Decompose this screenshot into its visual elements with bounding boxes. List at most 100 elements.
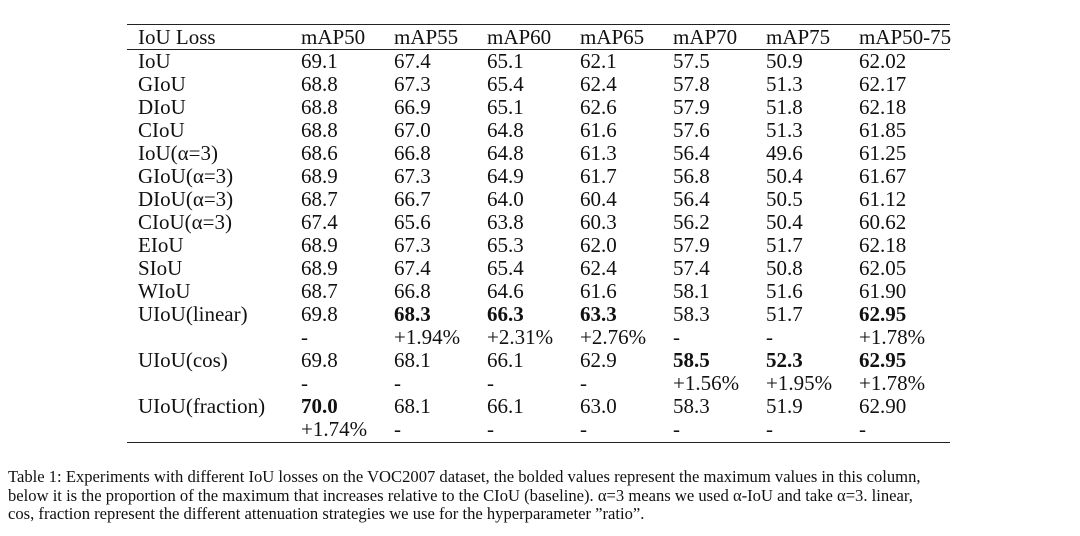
metric-cell: 62.95	[859, 302, 907, 326]
metric-cell: 62.18	[859, 95, 907, 119]
caption-line-3: cos, fraction represent the different at…	[8, 504, 645, 523]
method-cell: UIoU(linear)	[138, 302, 248, 326]
table-row: UIoU(cos) 69.8 68.1 66.1 62.9 58.5 52.3 62.95	[127, 349, 950, 372]
metric-cell: 62.05	[859, 256, 907, 280]
method-cell: GIoU(α=3)	[138, 164, 234, 188]
metric-cell: 58.3	[673, 394, 710, 418]
metric-cell: 68.6	[301, 141, 338, 165]
metric-cell: 49.6	[766, 141, 803, 165]
table-row: IoU(α=3) 68.6 66.8 64.8 61.3 56.4 49.6 61.25	[127, 142, 950, 165]
method-cell	[127, 372, 290, 395]
table-row: EIoU 68.9 67.3 65.3 62.0 57.9 51.7 62.18	[127, 234, 950, 257]
metric-cell: -	[580, 417, 587, 441]
metric-cell: -	[487, 417, 494, 441]
method-cell: EIoU	[138, 233, 184, 257]
metric-cell: 56.8	[673, 164, 710, 188]
method-cell: DIoU	[138, 95, 186, 119]
results-table-container: IoU Loss mAP50 mAP55 mAP60 mAP65 mAP70 m…	[127, 24, 952, 443]
metric-cell: 61.3	[580, 141, 617, 165]
metric-cell: 61.90	[859, 279, 907, 303]
table-row: UIoU(linear) 69.8 68.3 66.3 63.3 58.3 51.7 62.9…	[127, 303, 950, 326]
metric-cell: 68.7	[301, 187, 338, 211]
metric-cell: 68.7	[301, 279, 338, 303]
metric-cell: 68.9	[301, 256, 338, 280]
metric-cell: 61.85	[859, 118, 907, 142]
metric-cell: 62.4	[580, 256, 617, 280]
metric-cell: 68.8	[301, 72, 338, 96]
metric-cell: 67.3	[394, 164, 431, 188]
metric-cell: 57.9	[673, 95, 710, 119]
iou-loss-results-table: IoU Loss mAP50 mAP55 mAP60 mAP65 mAP70 m…	[127, 24, 952, 443]
metric-cell: 68.9	[301, 233, 338, 257]
metric-cell: +1.94%	[394, 325, 461, 349]
method-cell	[127, 326, 290, 349]
metric-cell: 64.6	[487, 279, 524, 303]
metric-cell: 65.1	[487, 49, 524, 73]
header-iou-loss: IoU Loss	[138, 25, 216, 49]
metric-cell: 66.1	[487, 348, 524, 372]
table-caption: Table 1: Experiments with different IoU …	[8, 467, 1074, 524]
metric-cell: -	[394, 417, 401, 441]
metric-cell: -	[766, 417, 773, 441]
metric-cell: 69.8	[301, 348, 338, 372]
metric-cell: 66.7	[394, 187, 431, 211]
metric-cell: 67.4	[394, 256, 431, 280]
metric-cell: 66.1	[487, 394, 524, 418]
table-row: UIoU(fraction) 70.0 68.1 66.1 63.0 58.3 51.9 62…	[127, 395, 950, 418]
metric-cell: -	[673, 325, 680, 349]
metric-cell: -	[766, 325, 773, 349]
metric-cell: 51.3	[766, 118, 803, 142]
metric-cell: 57.9	[673, 233, 710, 257]
metric-cell: 62.02	[859, 49, 907, 73]
metric-cell: 67.0	[394, 118, 431, 142]
header-map60: mAP60	[487, 25, 552, 49]
table-row: +1.74% - - - - - -	[127, 418, 950, 443]
metric-cell: +2.76%	[580, 325, 647, 349]
method-cell: DIoU(α=3)	[138, 187, 234, 211]
metric-cell: +1.78%	[859, 371, 926, 395]
metric-cell: 64.8	[487, 141, 524, 165]
metric-cell: -	[580, 371, 587, 395]
header-map50-75: mAP50-75	[859, 25, 952, 49]
method-cell: IoU(α=3)	[138, 141, 218, 165]
metric-cell: 58.5	[673, 348, 710, 372]
metric-cell: 68.3	[394, 302, 431, 326]
metric-cell: -	[394, 371, 401, 395]
metric-cell: 65.6	[394, 210, 431, 234]
table-row: GIoU 68.8 67.3 65.4 62.4 57.8 51.3 62.17	[127, 73, 950, 96]
metric-cell: 63.0	[580, 394, 617, 418]
method-cell: UIoU(cos)	[138, 348, 228, 372]
metric-cell: 51.3	[766, 72, 803, 96]
metric-cell: 58.3	[673, 302, 710, 326]
metric-cell: 66.9	[394, 95, 431, 119]
method-cell: WIoU	[138, 279, 191, 303]
metric-cell: 60.3	[580, 210, 617, 234]
metric-cell: 64.0	[487, 187, 524, 211]
metric-cell: 51.7	[766, 302, 803, 326]
metric-cell: 62.17	[859, 72, 907, 96]
metric-cell: 58.1	[673, 279, 710, 303]
method-cell: IoU	[138, 49, 171, 73]
metric-cell: -	[487, 371, 494, 395]
metric-cell: 61.12	[859, 187, 907, 211]
metric-cell: 56.4	[673, 141, 710, 165]
metric-cell: 65.3	[487, 233, 524, 257]
metric-cell: 65.4	[487, 256, 524, 280]
metric-cell: +1.78%	[859, 325, 926, 349]
metric-cell: 69.1	[301, 49, 338, 73]
method-cell: CIoU	[138, 118, 185, 142]
metric-cell: 57.6	[673, 118, 710, 142]
metric-cell: 62.6	[580, 95, 617, 119]
metric-cell: 65.4	[487, 72, 524, 96]
metric-cell: 62.9	[580, 348, 617, 372]
metric-cell: 61.7	[580, 164, 617, 188]
metric-cell: 70.0	[301, 394, 338, 418]
metric-cell: 62.95	[859, 348, 907, 372]
table-row: SIoU 68.9 67.4 65.4 62.4 57.4 50.8 62.05	[127, 257, 950, 280]
table-header-row: IoU Loss mAP50 mAP55 mAP60 mAP65 mAP70 m…	[127, 24, 952, 50]
metric-cell: 62.18	[859, 233, 907, 257]
method-cell: UIoU(fraction)	[138, 394, 266, 418]
metric-cell: 62.90	[859, 394, 907, 418]
metric-cell: 61.67	[859, 164, 907, 188]
metric-cell: 68.8	[301, 95, 338, 119]
